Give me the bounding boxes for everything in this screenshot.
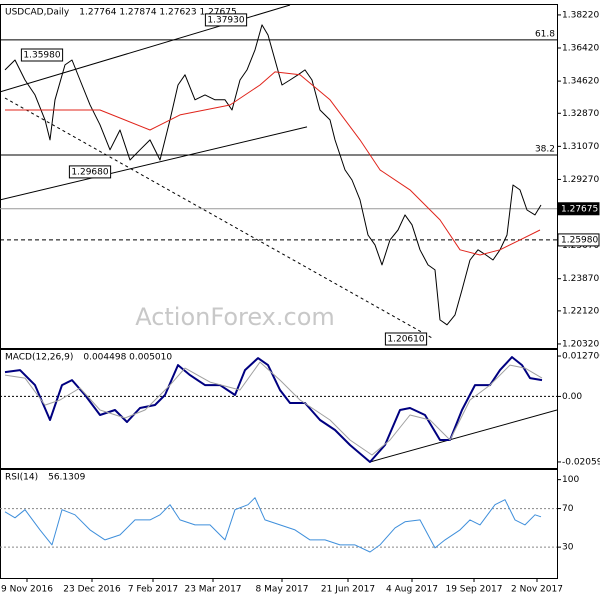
annotation-box [68,165,112,179]
trend-line [369,409,557,463]
annotation: 1.20610 [387,334,424,344]
trend-line [0,126,308,201]
price-label: 1.25980 [561,235,598,245]
plot-area [0,356,557,463]
y-tick-label: 1.23870 [562,274,599,284]
fib-label: 38.2 [535,144,555,154]
y-tick-label: 70 [562,504,574,514]
y-tick-label: 30 [562,543,574,553]
y-tick-label: 1.29270 [562,175,599,185]
x-tick-label: 4 Aug 2017 [386,585,438,595]
x-tick-label: 21 Jun 2017 [321,585,375,595]
annotation-box [20,48,64,62]
price-panel [0,4,558,349]
y-tick-label: 1.34620 [562,77,599,87]
panel-values: 1.27764 1.27874 1.27623 1.27675 [79,8,236,18]
plot-area [0,5,557,339]
x-tick-label: 19 Sep 2017 [445,585,502,595]
series-line [4,356,543,463]
y-tick-label: 1.31070 [562,142,599,152]
rsi-panel [0,469,558,579]
plot-area [0,497,557,553]
y-tick-label: 1.36420 [562,44,599,54]
price-label: 1.27675 [561,204,598,214]
panel-title: RSI(14) [5,473,38,483]
price-label-box [557,202,600,216]
annotation: 1.29680 [71,167,108,177]
price-label-box [557,233,600,247]
macd-panel [0,349,558,469]
series-line [4,361,543,456]
y-tick-label: -0.020599 [562,457,600,467]
panel-values: 56.1309 [48,473,85,483]
panel-title: MACD(12,26,9) [5,353,73,363]
trend-line [4,97,433,339]
series-line [4,24,542,326]
x-tick-label: 9 Nov 2016 [1,585,53,595]
annotation-box [204,13,248,27]
y-tick-label: 0.00 [562,392,582,402]
series-line [4,497,542,553]
y-tick-label: 1.38220 [562,10,599,20]
x-tick-label: 8 May 2017 [256,585,309,595]
series-line [5,71,541,256]
annotation-box [384,332,428,346]
x-tick-label: 23 Mar 2017 [184,585,241,595]
x-tick-label: 23 Dec 2016 [63,585,121,595]
y-tick-label: 100 [562,475,579,485]
annotation: 1.37930 [207,15,244,25]
y-tick-label: 1.20320 [562,339,599,349]
y-tick-label: 1.32870 [562,109,599,119]
annotation: 1.35980 [23,50,60,60]
panel-title: USDCAD,Daily [5,8,70,18]
x-tick-label: 7 Feb 2017 [128,585,178,595]
watermark: ActionForex.com [135,303,335,331]
x-tick-label: 2 Nov 2017 [511,585,563,595]
y-tick-label: 1.22120 [562,306,599,316]
fib-label: 61.8 [535,29,555,39]
panel-values: 0.004498 0.005010 [83,353,172,363]
